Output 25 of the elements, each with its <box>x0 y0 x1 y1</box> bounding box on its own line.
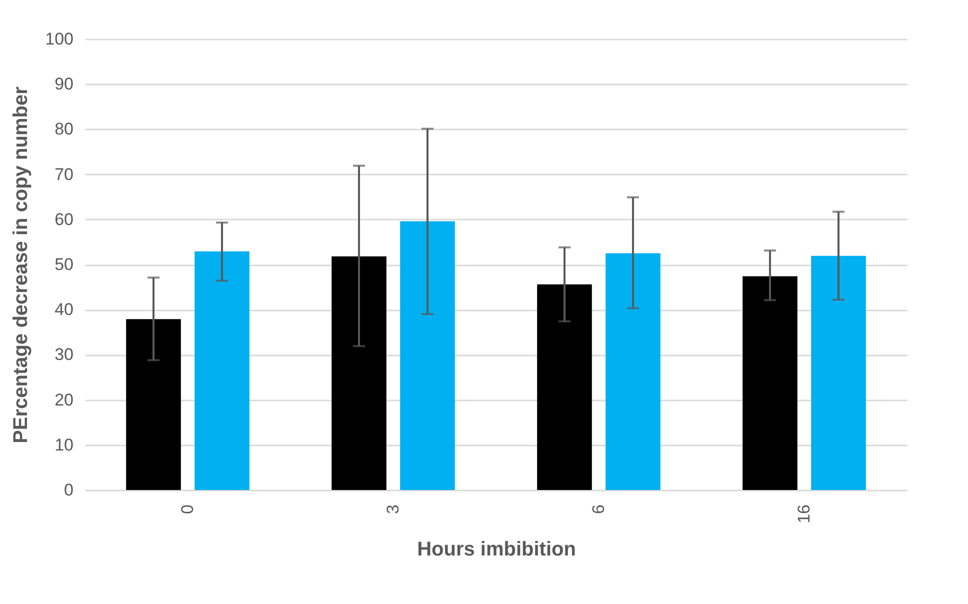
bar <box>400 221 455 490</box>
x-tick-label: 16 <box>794 504 814 524</box>
y-tick-label: 90 <box>54 74 74 94</box>
y-tick-label: 50 <box>54 255 74 274</box>
x-tick-label: 3 <box>383 504 402 514</box>
bar <box>332 256 386 490</box>
bar <box>194 251 250 490</box>
y-tick-label: 20 <box>54 390 74 410</box>
y-tick-label: 100 <box>45 30 74 48</box>
x-axis-title: Hours imbibition <box>417 538 576 560</box>
y-axis-title: PErcentage decrease in copy number <box>10 86 32 444</box>
y-tick-label: 40 <box>54 300 74 320</box>
x-tick-label: 0 <box>178 504 197 514</box>
x-tick-label: 6 <box>588 504 608 514</box>
bar <box>537 284 592 490</box>
y-tick-label: 30 <box>54 345 74 364</box>
y-tick-label: 10 <box>54 435 74 454</box>
y-tick-label: 80 <box>54 120 74 139</box>
bar <box>606 253 660 490</box>
bar <box>742 276 798 490</box>
y-tick-label: 0 <box>64 480 74 500</box>
y-tick-label: 60 <box>54 210 74 229</box>
bar <box>126 319 181 490</box>
bar <box>811 256 866 490</box>
y-tick-label: 70 <box>54 164 74 184</box>
